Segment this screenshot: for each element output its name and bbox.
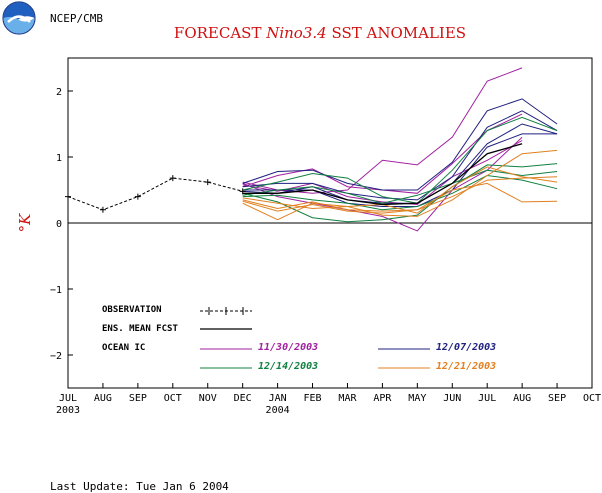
ensemble-line <box>242 182 558 212</box>
y-tick-label: 1 <box>56 153 62 164</box>
legend-ocean-ic-label: OCEAN IC <box>102 343 145 353</box>
observation-point <box>239 188 246 195</box>
y-tick-label: −1 <box>50 285 62 296</box>
ensemble-line <box>242 113 523 194</box>
observation-point <box>169 175 176 182</box>
x-tick-label: JAN <box>269 393 287 404</box>
x-tick-label: MAY <box>408 393 426 404</box>
x-tick-label: JUL <box>478 393 496 404</box>
observation-line <box>67 177 243 211</box>
year-label: 2003 <box>56 405 80 416</box>
title-italic: Nino3.4 <box>265 24 326 42</box>
x-axis: JUL AUG SEP OCT NOV DEC JAN FEB MAR APR MAY JUN JUL A… <box>56 383 601 416</box>
last-update-text: Last Update: Tue Jan 6 2004 <box>50 480 229 493</box>
ens-mean-line <box>242 143 523 206</box>
title-suffix: SST ANOMALIES <box>327 24 466 42</box>
x-tick-label: AUG <box>513 393 531 404</box>
x-tick-label: OCT <box>583 393 601 404</box>
ensemble-line <box>242 110 558 201</box>
observation-point <box>134 193 141 200</box>
legend-ic-1207-label: 12/07/2003 <box>436 342 496 353</box>
x-tick-label: OCT <box>164 393 182 404</box>
x-tick-label: NOV <box>199 393 217 404</box>
ensemble-line <box>242 166 558 214</box>
legend-ic-1130-label: 11/30/2003 <box>258 342 318 353</box>
x-tick-label: JUN <box>443 393 461 404</box>
x-tick-label: AUG <box>94 393 112 404</box>
ensemble-line <box>242 149 558 221</box>
series-layer <box>65 67 558 232</box>
y-tick-label: 2 <box>56 87 62 98</box>
ensemble-line <box>242 98 558 191</box>
ensemble-line <box>242 136 523 232</box>
y-tick-label: −2 <box>50 351 62 362</box>
x-tick-label: MAR <box>338 393 357 404</box>
observation-point <box>65 193 71 200</box>
x-tick-label: DEC <box>234 393 252 404</box>
legend-ens-mean-label: ENS. MEAN FCST <box>102 324 178 334</box>
year-label: 2004 <box>266 405 290 416</box>
legend-ic-1214-label: 12/14/2003 <box>258 361 318 372</box>
x-tick-label: FEB <box>304 393 322 404</box>
y-tick-label: 0 <box>56 219 62 230</box>
x-tick-label: APR <box>373 393 392 404</box>
x-tick-label: SEP <box>129 393 147 404</box>
x-tick-label: SEP <box>548 393 566 404</box>
observation-point <box>204 179 211 186</box>
ensemble-line <box>242 169 558 204</box>
legend-observation-markers <box>208 307 244 315</box>
noaa-logo-icon <box>2 1 36 35</box>
y-axis-label: °K <box>16 213 34 233</box>
legend: OBSERVATION ENS. MEAN FCST OCEAN IC 11/3… <box>102 305 496 372</box>
x-tick-label: JUL <box>59 393 77 404</box>
ensemble-line <box>242 176 558 214</box>
y-axis: −2 −1 0 1 2 <box>50 87 73 362</box>
agency-label: NCEP/CMB <box>50 12 103 25</box>
title-prefix: FORECAST <box>174 24 266 42</box>
chart-title: FORECAST Nino3.4 SST ANOMALIES <box>174 24 466 42</box>
legend-ic-1221-label: 12/21/2003 <box>436 361 496 372</box>
observation-point <box>99 206 106 213</box>
ensemble-line <box>242 163 558 223</box>
legend-observation-label: OBSERVATION <box>102 305 162 315</box>
ensemble-line <box>242 174 558 211</box>
ensemble-line <box>242 116 558 204</box>
